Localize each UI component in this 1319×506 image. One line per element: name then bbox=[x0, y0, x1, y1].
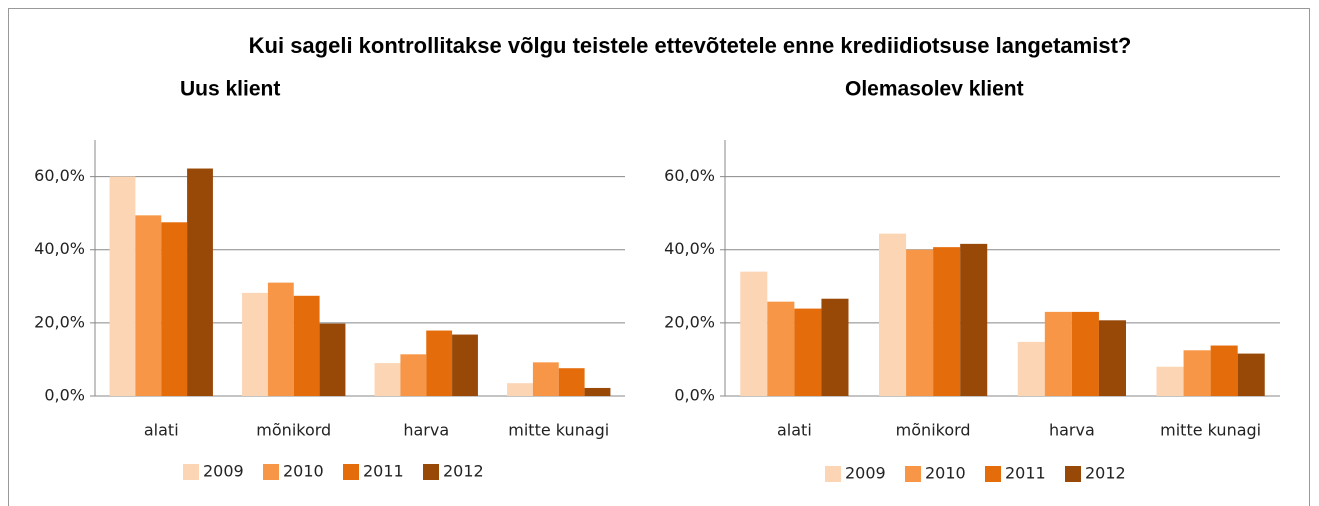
bar bbox=[1237, 353, 1265, 396]
bar bbox=[319, 323, 346, 396]
bar bbox=[267, 282, 294, 396]
legend-swatch bbox=[905, 466, 921, 482]
bar bbox=[161, 222, 188, 396]
legend-label: 2010 bbox=[283, 462, 324, 481]
chart-title: Olemasolev klient bbox=[845, 78, 1024, 101]
x-tick-label: mitte kunagi bbox=[508, 421, 609, 440]
legend-swatch bbox=[183, 464, 199, 480]
bar bbox=[242, 292, 268, 396]
x-tick-label: alati bbox=[777, 421, 812, 440]
bar bbox=[452, 334, 478, 396]
bar bbox=[293, 295, 320, 396]
y-tick-label: 20,0% bbox=[664, 312, 715, 331]
x-tick-label: harva bbox=[1049, 421, 1095, 440]
bar bbox=[558, 368, 585, 396]
bar bbox=[187, 168, 213, 396]
legend-label: 2012 bbox=[443, 462, 484, 481]
bar bbox=[374, 363, 401, 396]
bar bbox=[584, 387, 611, 396]
x-tick-label: mõnikord bbox=[256, 421, 331, 440]
bar bbox=[507, 383, 533, 396]
bar bbox=[821, 298, 849, 396]
y-tick-label: 0,0% bbox=[674, 386, 715, 405]
page-title: Kui sageli kontrollitakse võlgu teistele… bbox=[249, 33, 1132, 58]
y-tick-label: 0,0% bbox=[44, 386, 85, 405]
bar bbox=[960, 243, 988, 396]
legend-label: 2009 bbox=[203, 462, 244, 481]
bar bbox=[1098, 320, 1126, 396]
x-tick-label: harva bbox=[403, 421, 449, 440]
x-tick-label: mõnikord bbox=[896, 421, 971, 440]
bar bbox=[933, 247, 961, 396]
legend-label: 2012 bbox=[1085, 464, 1126, 483]
x-tick-label: alati bbox=[144, 421, 179, 440]
bar bbox=[1071, 311, 1099, 396]
bar bbox=[906, 249, 934, 396]
bar bbox=[740, 271, 768, 396]
chart-title: Uus klient bbox=[180, 78, 280, 101]
bar bbox=[109, 176, 136, 396]
legend-swatch bbox=[825, 466, 841, 482]
y-tick-label: 40,0% bbox=[664, 239, 715, 258]
y-tick-label: 60,0% bbox=[34, 166, 85, 185]
legend-label: 2010 bbox=[925, 464, 966, 483]
bar bbox=[1156, 366, 1184, 396]
legend-swatch bbox=[263, 464, 279, 480]
bar bbox=[1210, 345, 1238, 396]
legend-label: 2009 bbox=[845, 464, 886, 483]
bar bbox=[767, 301, 795, 396]
y-tick-label: 20,0% bbox=[34, 312, 85, 331]
y-tick-label: 60,0% bbox=[664, 166, 715, 185]
bar bbox=[1183, 350, 1211, 396]
frame bbox=[8, 8, 1310, 506]
legend-label: 2011 bbox=[1005, 464, 1046, 483]
bar bbox=[794, 308, 822, 396]
bar bbox=[532, 362, 559, 396]
legend-swatch bbox=[1065, 466, 1081, 482]
legend-label: 2011 bbox=[363, 462, 404, 481]
legend-swatch bbox=[423, 464, 439, 480]
bar bbox=[1044, 311, 1072, 396]
legend-swatch bbox=[985, 466, 1001, 482]
bar bbox=[135, 215, 162, 396]
y-tick-label: 40,0% bbox=[34, 239, 85, 258]
bar bbox=[426, 330, 453, 396]
bar bbox=[1017, 341, 1045, 396]
legend-swatch bbox=[343, 464, 359, 480]
bar bbox=[879, 233, 907, 396]
bar bbox=[400, 354, 427, 396]
x-tick-label: mitte kunagi bbox=[1160, 421, 1261, 440]
